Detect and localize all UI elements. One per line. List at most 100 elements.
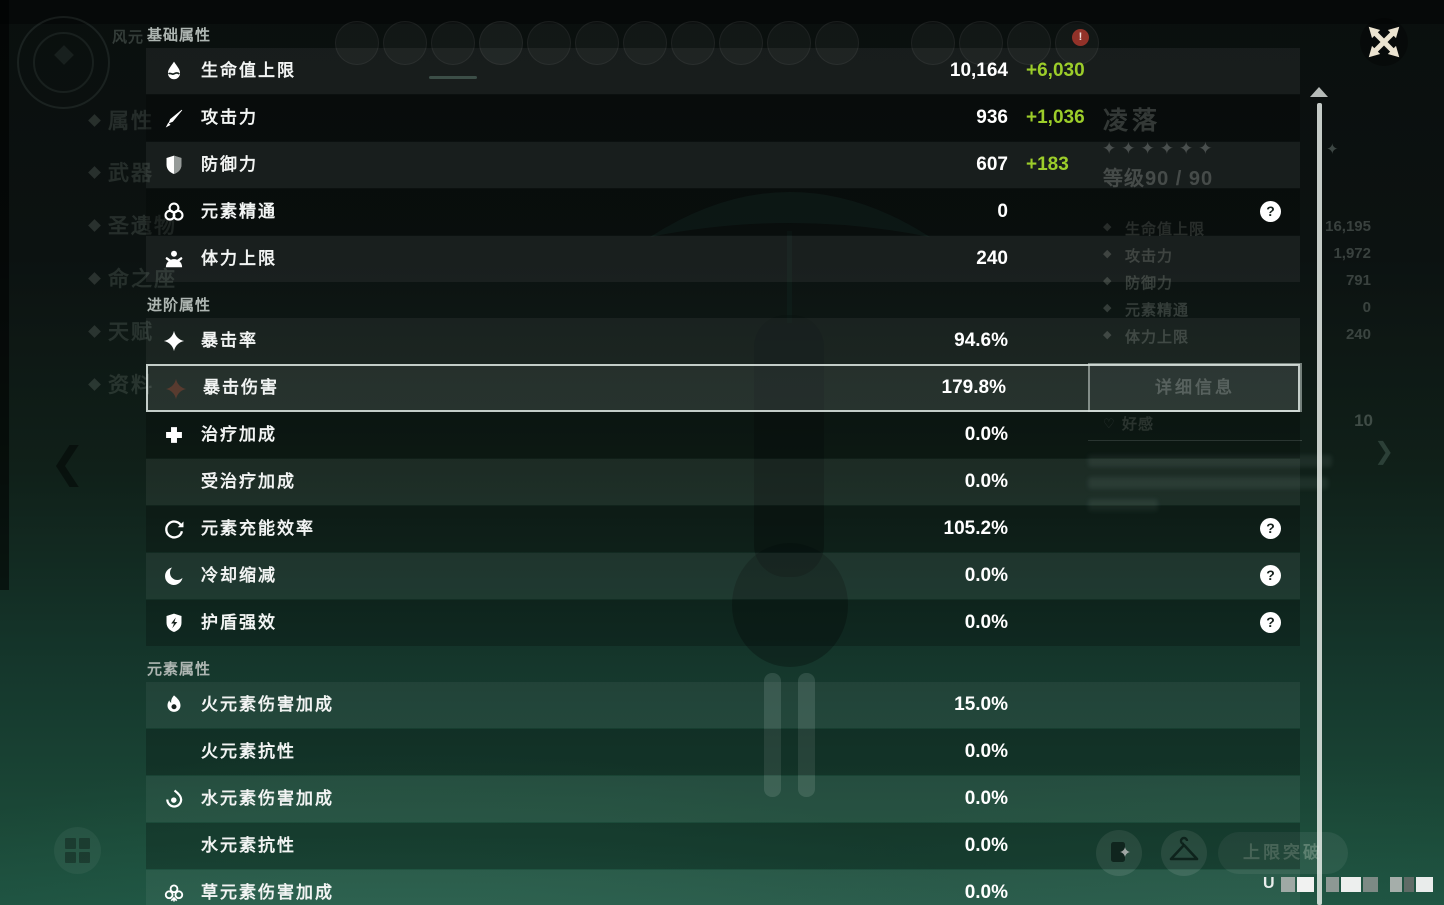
close-button[interactable] [1360, 18, 1408, 66]
diamond-bullet-icon [88, 166, 101, 179]
stat-row-cd-reduction[interactable]: 冷却缩减 0.0% ? [146, 553, 1300, 599]
stat-row-elemental-mastery[interactable]: 元素精通 0 ? [146, 189, 1300, 235]
uid-censor-block [1296, 876, 1314, 892]
stat-bonus: +6,030 [1026, 60, 1085, 81]
stat-row-energy-recharge[interactable]: 元素充能效率 105.2% ? [146, 506, 1300, 552]
stat-label: 冷却缩减 [201, 566, 277, 585]
stat-row-healing-bonus[interactable]: 治疗加成 0.0% [146, 412, 1300, 458]
star-icon: ✦ [1159, 139, 1179, 158]
stat-label: 防御力 [201, 155, 258, 174]
help-icon[interactable]: ? [1260, 612, 1281, 633]
stat-value: 10,164 [949, 60, 1008, 81]
cooldown-crescent-icon [163, 565, 185, 587]
help-icon[interactable]: ? [1260, 565, 1281, 586]
bg-stat-row: ◆ 防御力 791 [1103, 272, 1371, 292]
bg-star-rating: ✦✦✦✦✦✦ [1102, 139, 1218, 159]
stat-value: 0.0% [964, 835, 1008, 856]
uid-censor-block [1340, 876, 1361, 892]
avatar [527, 21, 571, 65]
stat-row-dendro-dmg-bonus[interactable]: 草元素伤害加成 0.0% [146, 870, 1300, 905]
shield-icon [163, 154, 185, 176]
stat-value: 607 [976, 154, 1008, 175]
dendro-leaf-icon [163, 882, 185, 904]
avatar [1055, 21, 1099, 65]
card-button [1096, 830, 1142, 876]
avatar [575, 21, 619, 65]
sidebar-item-attributes: 属性 [108, 110, 154, 133]
stat-value: 0 [997, 201, 1008, 222]
avatar-selected [479, 21, 523, 65]
crit-dmg-star-dim-icon [165, 378, 187, 400]
stamina-icon: ◆ [1103, 329, 1112, 341]
stat-value: 0.0% [964, 788, 1008, 809]
hp-droplet-icon [163, 60, 185, 82]
stat-value: 0.0% [964, 471, 1008, 492]
hydro-swirl-icon [163, 788, 185, 810]
hp-droplet-icon: ◆ [1103, 221, 1112, 233]
forward-chevron-icon: ❯ [1374, 438, 1395, 465]
friendship-value: 10 [1354, 411, 1373, 430]
avatar [431, 21, 475, 65]
stat-value: 179.8% [941, 377, 1006, 398]
sidebar-item-constellation: 命之座 [108, 268, 177, 291]
stat-row-crit-dmg-selected[interactable]: 暴击伤害 179.8% [146, 364, 1300, 412]
character-model-silhouette [650, 192, 930, 797]
diamond-bullet-icon [88, 219, 101, 232]
stat-row-pyro-dmg-bonus[interactable]: 火元素伤害加成 15.0% [146, 682, 1300, 728]
avatar [335, 21, 379, 65]
diamond-bullet-icon [88, 272, 101, 285]
bg-character-name: 凌落 [1103, 107, 1162, 135]
stat-bonus: +183 [1026, 154, 1069, 175]
stat-row-shield-strength[interactable]: 护盾强效 0.0% ? [146, 600, 1300, 646]
alert-badge: ! [1072, 29, 1089, 46]
stat-value: 94.6% [954, 330, 1008, 351]
bg-character-level: 等级90 / 90 [1103, 168, 1214, 190]
section-title-elemental: 元素属性 [147, 661, 212, 678]
region-emblem-ring [33, 32, 94, 93]
stat-value: 15.0% [954, 694, 1008, 715]
stat-row-hydro-res[interactable]: 水元素抗性 0.0% [146, 823, 1300, 869]
help-icon[interactable]: ? [1260, 201, 1281, 222]
top-shade [0, 0, 1444, 24]
elemental-mastery-icon: ◆ [1103, 302, 1112, 314]
diamond-bullet-icon [88, 378, 101, 391]
heart-icon: ♡ [1103, 416, 1115, 431]
stat-row-atk[interactable]: 攻击力 936 +1,036 [146, 95, 1300, 141]
stat-label: 攻击力 [201, 108, 258, 127]
friendship-label: 好感 [1122, 416, 1155, 433]
help-icon[interactable]: ? [1260, 518, 1281, 539]
avatar [383, 21, 427, 65]
uid-censor-block [1362, 876, 1378, 892]
divider [1088, 440, 1302, 441]
diamond-bullet-icon [88, 114, 101, 127]
scrollbar-thumb[interactable] [1317, 103, 1322, 905]
stat-label: 生命值上限 [201, 61, 296, 80]
stat-row-def[interactable]: 防御力 607 +183 [146, 142, 1300, 188]
stat-label: 元素充能效率 [201, 519, 315, 538]
region-emblem [17, 16, 110, 109]
energy-recharge-arrows-icon [163, 518, 185, 540]
stat-row-max-stamina[interactable]: 体力上限 240 [146, 236, 1300, 282]
grid-icon [65, 838, 90, 863]
party-grid-button [54, 827, 101, 874]
uid-text: U [1263, 875, 1433, 892]
stat-row-crit-rate[interactable]: 暴击率 94.6% [146, 318, 1300, 364]
healing-cross-icon [163, 424, 185, 446]
scroll-up-arrow[interactable] [1310, 87, 1328, 97]
stat-row-incoming-healing-bonus[interactable]: 受治疗加成 0.0% [146, 459, 1300, 505]
stat-value: 0.0% [964, 741, 1008, 762]
bio-text-blurred [1088, 455, 1332, 467]
diamond-bullet-icon [88, 325, 101, 338]
stat-row-pyro-res[interactable]: 火元素抗性 0.0% [146, 729, 1300, 775]
section-title-base: 基础属性 [147, 27, 212, 44]
stat-label: 元素精通 [201, 202, 277, 221]
stat-label: 火元素伤害加成 [201, 695, 334, 714]
avatar-selected-underline [429, 76, 477, 79]
uid-censor-block [1325, 876, 1339, 892]
stat-row-max-hp[interactable]: 生命值上限 10,164 +6,030 [146, 48, 1300, 94]
stat-row-hydro-dmg-bonus[interactable]: 水元素伤害加成 0.0% [146, 776, 1300, 822]
star-icon: ✦ [1179, 139, 1199, 158]
stat-value: 0.0% [964, 424, 1008, 445]
star-icon: ✦ [1121, 139, 1141, 158]
avatar [767, 21, 811, 65]
